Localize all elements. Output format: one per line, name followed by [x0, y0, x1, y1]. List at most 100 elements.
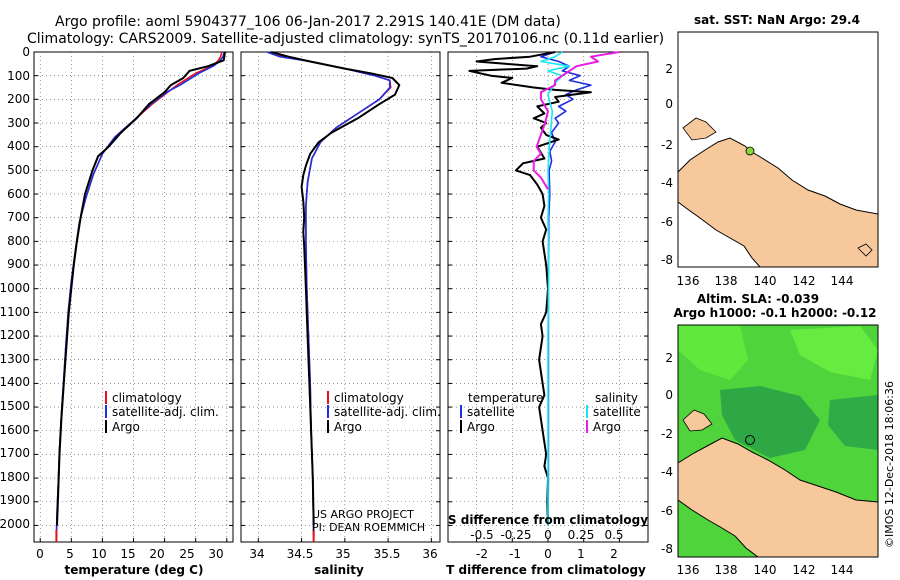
- imos-watermark: ©IMOS 12-Dec-2018 18:06:36: [883, 381, 896, 548]
- map1-ytick: -6: [661, 215, 673, 229]
- x-tick-label: -2: [476, 547, 488, 561]
- legend-label: Argo: [334, 420, 362, 434]
- depth-tick-label: 1400: [0, 375, 30, 389]
- depth-tick-label: 1100: [0, 305, 30, 319]
- map2-xtick: 144: [831, 563, 854, 577]
- depth-tick-label: 0: [22, 45, 30, 59]
- s-tick-label: 0: [544, 528, 552, 542]
- x-tick-label: 15: [120, 547, 135, 561]
- x-tick-label: 34: [249, 547, 264, 561]
- depth-tick-label: 1900: [0, 493, 30, 507]
- map1-panel: [677, 31, 879, 268]
- x-tick-label: 35: [335, 547, 350, 561]
- x-tick-label: 10: [91, 547, 106, 561]
- map2-island: [682, 409, 713, 432]
- temperature-legend: climatology satellite-adj. clim. Argo: [105, 391, 219, 434]
- legend-heading-temperature: temperature: [468, 391, 543, 405]
- depth-tick-label: 800: [7, 234, 30, 248]
- map2-title-line2: Argo h1000: -0.1 h2000: -0.12: [673, 306, 876, 320]
- legend-label: Argo: [112, 420, 140, 434]
- x-tick-label: 0: [36, 547, 44, 561]
- legend-label: satellite: [467, 405, 515, 419]
- map1-xtick: 140: [754, 274, 777, 288]
- map2-argo-marker: [745, 435, 755, 445]
- legend-label: satellite: [593, 405, 641, 419]
- x-tick-label: -1: [509, 547, 521, 561]
- map1-title: sat. SST: NaN Argo: 29.4: [694, 13, 860, 27]
- x-tick-label: 20: [149, 547, 164, 561]
- x-tick-label: 1: [577, 547, 585, 561]
- depth-tick-label: 1200: [0, 328, 30, 342]
- depth-tick-label: 2000: [0, 517, 30, 531]
- map2-panel: [677, 324, 879, 558]
- map2-xtick: 140: [754, 563, 777, 577]
- map1-ytick: 2: [665, 62, 673, 76]
- depth-tick-label: 900: [7, 257, 30, 271]
- depth-tick-label: 300: [7, 116, 30, 130]
- s-tick-label: 0.5: [604, 528, 623, 542]
- credit-project: US ARGO PROJECT: [312, 508, 414, 521]
- map2-ytick: 0: [665, 388, 673, 402]
- salinity-panel: [240, 51, 441, 543]
- x-tick-label: 5: [66, 547, 74, 561]
- map1-axes: 136 138 140 142 144 2 0 -2 -4 -6 -8: [661, 62, 853, 288]
- depth-tick-label: 500: [7, 163, 30, 177]
- depth-tick-label: 200: [7, 92, 30, 106]
- temperature-x-axis: 0 5 10 15 20 25 30 temperature (deg C): [36, 547, 223, 577]
- map2-xtick: 142: [793, 563, 816, 577]
- depth-tick-label: 1000: [0, 281, 30, 295]
- depth-tick-label: 1500: [0, 399, 30, 413]
- figure-title-line2: Climatology: CARS2009. Satellite-adjuste…: [27, 31, 664, 47]
- map2-land-newguinea: [677, 437, 879, 558]
- series-line-salinity-argo: [532, 51, 620, 190]
- s-axis-title: S difference from climatology: [448, 513, 648, 527]
- depth-tick-label: 1300: [0, 352, 30, 366]
- map2-ytick: -6: [661, 504, 673, 518]
- x-tick-label: 2: [610, 547, 618, 561]
- x-axis-label: temperature (deg C): [65, 563, 204, 577]
- series-line-argo: [271, 51, 401, 526]
- map1-xtick: 144: [831, 274, 854, 288]
- series-line-salinity-satellite: [540, 51, 571, 526]
- map1-argo-marker: [745, 146, 755, 156]
- map1-ytick: 0: [665, 97, 673, 111]
- x-tick-label: 35.5: [374, 547, 401, 561]
- figure-title-line1: Argo profile: aoml 5904377_106 06-Jan-20…: [55, 14, 561, 30]
- x-axis-label: T difference from climatology: [446, 563, 646, 577]
- salinity-x-axis: 34 34.5 35 35.5 36 salinity: [249, 547, 437, 577]
- map2-axes: 136 138 140 142 144 2 0 -2 -4 -6 -8: [661, 351, 853, 577]
- legend-label: satellite-adj. clim.: [334, 405, 441, 419]
- map2-title-line1: Altim. SLA: -0.039: [697, 292, 819, 306]
- depth-axis: 0 100 200 300 400 500 600 700 800 900 10…: [0, 45, 30, 531]
- s-tick-label: 0.25: [568, 528, 595, 542]
- map1-ytick: -2: [661, 138, 673, 152]
- map2-xtick: 138: [715, 563, 738, 577]
- map2-sea-patch-light: [790, 326, 878, 380]
- legend-heading-salinity: salinity: [595, 391, 638, 405]
- depth-tick-label: 700: [7, 210, 30, 224]
- legend-label: Argo: [593, 420, 621, 434]
- s-tick-label: -0.25: [500, 528, 531, 542]
- map2-frame: [677, 324, 879, 558]
- depth-tick-label: 1600: [0, 423, 30, 437]
- s-tick-label: -0.5: [470, 528, 493, 542]
- x-tick-label: 34.5: [287, 547, 314, 561]
- depth-tick-label: 100: [7, 69, 30, 83]
- x-axis-label: salinity: [314, 563, 364, 577]
- depth-tick-label: 600: [7, 187, 30, 201]
- map2-sea-patch-dark: [828, 395, 878, 450]
- difference-legend: temperature salinity satellite Argo sate…: [460, 391, 641, 434]
- map2-sea-patch-light: [678, 325, 748, 380]
- map2-ytick: 2: [665, 351, 673, 365]
- depth-tick-label: 400: [7, 139, 30, 153]
- map1-ytick: -8: [661, 253, 673, 267]
- difference-x-axis: S difference from climatology -0.5 -0.25…: [446, 513, 648, 577]
- x-tick-label: 25: [179, 547, 194, 561]
- legend-label: satellite-adj. clim.: [112, 405, 219, 419]
- x-tick-label: 30: [208, 547, 223, 561]
- map2-ytick: -4: [661, 465, 673, 479]
- legend-label: climatology: [112, 391, 182, 405]
- map1-island: [682, 117, 717, 141]
- legend-label: climatology: [334, 391, 404, 405]
- depth-tick-label: 1800: [0, 470, 30, 484]
